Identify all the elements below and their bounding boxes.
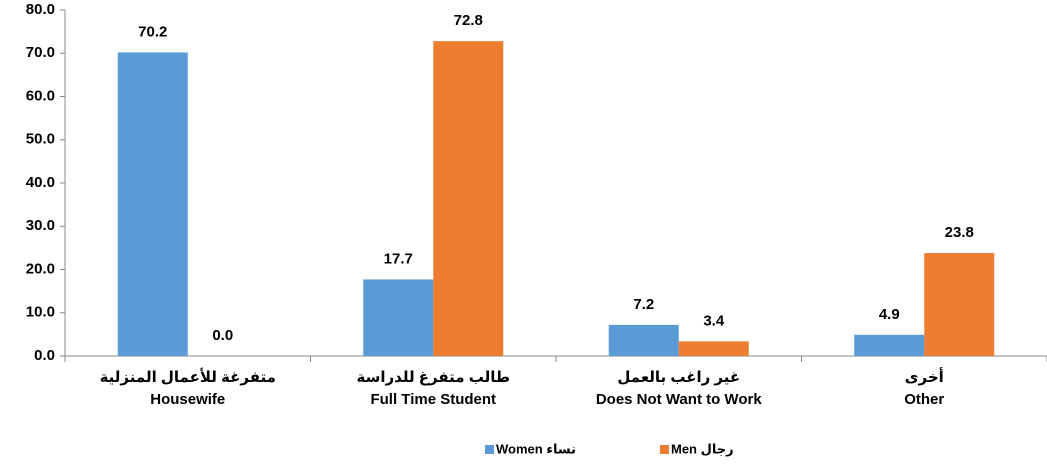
legend-label: Women نساء <box>496 441 576 456</box>
value-label: 7.2 <box>633 296 654 313</box>
value-label: 4.9 <box>879 306 900 323</box>
y-tick-label: 50.0 <box>26 131 55 148</box>
x-tick-label: أخرى <box>905 367 944 386</box>
bar <box>924 253 995 356</box>
y-tick-label: 40.0 <box>26 174 55 191</box>
value-label: 70.2 <box>138 23 167 40</box>
y-tick-label: 20.0 <box>26 260 55 277</box>
x-tick-label: متفرغة للأعمال المنزلية <box>100 368 276 386</box>
x-tick-label: غير راغب بالعمل <box>617 369 740 386</box>
bar <box>433 41 504 356</box>
y-tick-label: 60.0 <box>26 87 55 104</box>
bar <box>854 334 925 356</box>
y-tick-label: 0.0 <box>34 347 55 364</box>
x-tick-label: Does Not Want to Work <box>596 391 762 408</box>
bar <box>117 52 188 356</box>
y-tick-label: 80.0 <box>26 1 55 18</box>
value-label: 17.7 <box>384 250 413 267</box>
value-label: 23.8 <box>945 224 974 241</box>
x-tick-label: Other <box>904 391 944 408</box>
x-tick-label: Housewife <box>150 391 225 408</box>
y-tick-label: 70.0 <box>26 44 55 61</box>
value-label: 0.0 <box>212 327 233 344</box>
y-tick-label: 10.0 <box>26 304 55 321</box>
y-tick-label: 30.0 <box>26 217 55 234</box>
legend-label: Men رجال <box>671 441 734 456</box>
bar <box>678 341 749 356</box>
legend-swatch <box>485 445 494 454</box>
x-tick-label: Full Time Student <box>370 391 496 408</box>
bar <box>363 279 434 356</box>
value-label: 72.8 <box>454 12 483 29</box>
x-tick-label: طالب متفرغ للدراسة <box>357 369 510 386</box>
bar <box>608 324 679 356</box>
value-label: 3.4 <box>703 312 725 329</box>
legend-swatch <box>660 445 669 454</box>
